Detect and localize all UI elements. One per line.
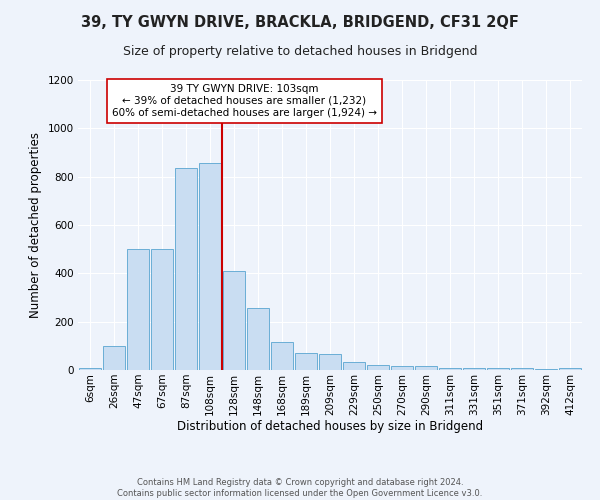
Bar <box>439 368 461 370</box>
Bar <box>223 271 245 370</box>
Bar <box>127 249 149 370</box>
Text: Contains HM Land Registry data © Crown copyright and database right 2024.
Contai: Contains HM Land Registry data © Crown c… <box>118 478 482 498</box>
Y-axis label: Number of detached properties: Number of detached properties <box>29 132 42 318</box>
Bar <box>199 164 221 370</box>
Bar <box>415 366 437 370</box>
Bar <box>319 354 341 370</box>
Bar <box>79 368 101 370</box>
Bar <box>151 249 173 370</box>
Bar <box>175 168 197 370</box>
Bar <box>487 368 509 370</box>
Bar <box>367 365 389 370</box>
Bar <box>511 368 533 370</box>
Bar <box>271 342 293 370</box>
Bar <box>463 368 485 370</box>
Text: 39 TY GWYN DRIVE: 103sqm
← 39% of detached houses are smaller (1,232)
60% of sem: 39 TY GWYN DRIVE: 103sqm ← 39% of detach… <box>112 84 377 117</box>
Bar <box>103 346 125 370</box>
Text: 39, TY GWYN DRIVE, BRACKLA, BRIDGEND, CF31 2QF: 39, TY GWYN DRIVE, BRACKLA, BRIDGEND, CF… <box>81 15 519 30</box>
Bar <box>295 353 317 370</box>
Text: Size of property relative to detached houses in Bridgend: Size of property relative to detached ho… <box>123 45 477 58</box>
Bar <box>535 369 557 370</box>
Bar <box>391 366 413 370</box>
Bar <box>343 362 365 370</box>
Bar <box>247 308 269 370</box>
X-axis label: Distribution of detached houses by size in Bridgend: Distribution of detached houses by size … <box>177 420 483 434</box>
Bar <box>559 368 581 370</box>
